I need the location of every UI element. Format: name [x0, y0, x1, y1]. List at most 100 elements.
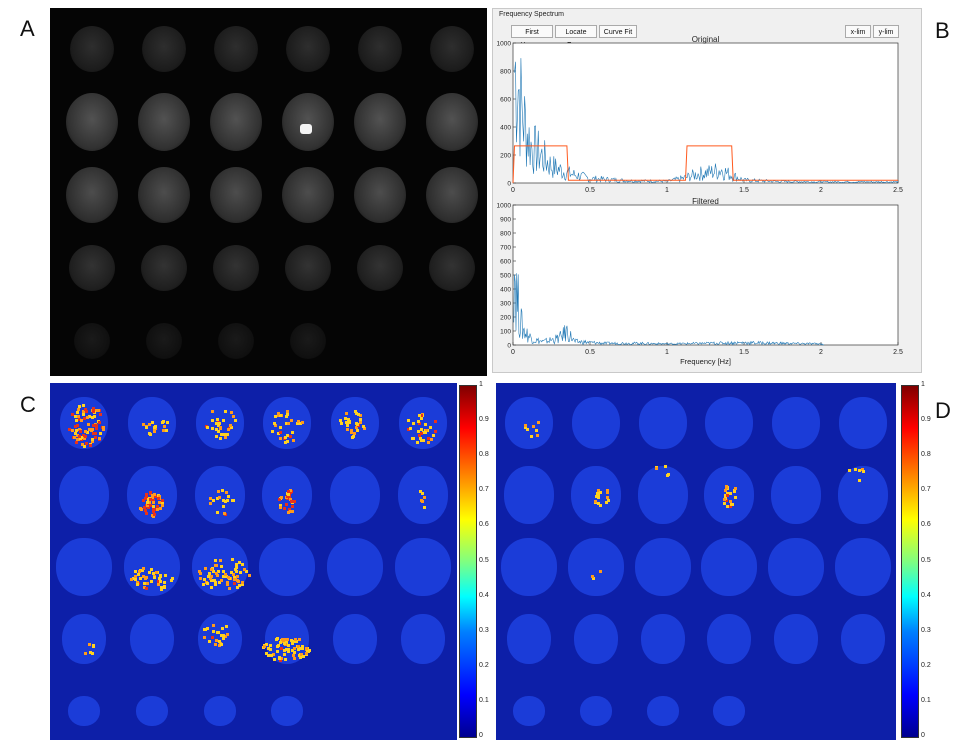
brain-slice	[259, 538, 316, 596]
activation-voxel	[222, 499, 226, 503]
activation-voxel	[292, 500, 296, 504]
activation-voxel	[161, 420, 165, 424]
activation-voxel	[212, 578, 216, 582]
activation-voxel	[349, 430, 353, 434]
activation-voxel	[153, 508, 157, 512]
x-lim-button[interactable]: x-lim	[845, 25, 871, 38]
activation-voxel	[72, 435, 76, 439]
activation-voxel	[338, 419, 342, 423]
activation-voxel	[264, 652, 268, 656]
activation-voxel	[223, 634, 227, 638]
frequency-spectrum-window: Frequency Spectrum First Harm... Locate …	[492, 8, 922, 373]
y-lim-button[interactable]: y-lim	[873, 25, 899, 38]
activation-voxel	[171, 576, 175, 580]
x-axis-label: Frequency [Hz]	[680, 357, 731, 366]
activation-voxel	[164, 573, 168, 577]
activation-voxel	[345, 423, 349, 427]
brain-slice	[430, 25, 474, 72]
activation-voxel	[725, 505, 729, 509]
activation-map-c	[50, 383, 457, 740]
activation-voxel	[725, 498, 729, 502]
colorbar-tick-label: 0.1	[921, 696, 931, 704]
activation-voxel	[226, 499, 230, 503]
activation-voxel	[135, 580, 139, 584]
activation-voxel	[81, 412, 85, 416]
x-tick-label: 1.5	[739, 349, 749, 356]
colorbar-tick-label: 0.2	[921, 661, 931, 669]
activation-voxel	[217, 490, 221, 494]
activation-voxel	[160, 501, 164, 505]
activation-voxel	[214, 572, 218, 576]
activation-voxel	[417, 422, 421, 426]
activation-voxel	[419, 499, 423, 503]
activation-voxel	[225, 625, 229, 629]
activation-voxel	[152, 498, 156, 502]
activation-voxel	[158, 500, 162, 504]
activation-voxel	[857, 479, 861, 483]
activation-voxel	[285, 503, 289, 507]
activation-voxel	[233, 418, 237, 422]
brain-slice	[637, 466, 688, 524]
activation-voxel	[433, 429, 437, 433]
activation-voxel	[83, 417, 87, 421]
activation-voxel	[273, 415, 277, 419]
activation-voxel	[78, 429, 82, 433]
activation-voxel	[424, 430, 428, 434]
activation-voxel	[426, 440, 430, 444]
activation-voxel	[289, 639, 293, 643]
brain-slice	[61, 614, 106, 664]
activation-voxel	[156, 582, 160, 586]
activation-voxel	[67, 427, 71, 431]
activation-voxel	[88, 651, 92, 655]
activation-voxel	[91, 643, 95, 647]
brain-slice	[505, 397, 554, 449]
activation-voxel	[269, 653, 273, 657]
activation-voxel	[731, 502, 735, 506]
series-line-spectrum	[514, 58, 899, 184]
activation-voxel	[98, 420, 102, 424]
activation-voxel	[247, 574, 251, 578]
activation-voxel	[222, 433, 226, 437]
plot-axes	[512, 42, 899, 184]
activation-voxel	[215, 564, 219, 568]
activation-voxel	[90, 652, 94, 656]
brain-slice	[70, 25, 114, 72]
series-line-fit	[512, 145, 898, 184]
activation-voxel	[220, 643, 224, 647]
activation-voxel	[344, 416, 348, 420]
activation-voxel	[223, 512, 227, 516]
activation-voxel	[85, 441, 89, 445]
activation-voxel	[74, 431, 78, 435]
y-tick-label: 0	[507, 181, 511, 188]
brain-slice	[580, 696, 612, 726]
activation-voxel	[407, 428, 411, 432]
activation-voxel	[596, 488, 600, 492]
y-tick-label: 400	[500, 287, 511, 294]
activation-voxel	[153, 492, 157, 496]
activation-voxel	[285, 415, 289, 419]
activation-voxel	[236, 579, 240, 583]
brain-slice	[210, 166, 262, 223]
activation-voxel	[354, 411, 358, 415]
y-tick-label: 400	[500, 125, 511, 132]
colorbar-tick-label: 0.8	[479, 451, 489, 459]
colorbar-tick-label: 0.6	[921, 521, 931, 529]
activation-voxel	[213, 642, 217, 646]
brain-slice	[330, 466, 381, 524]
activation-voxel	[144, 509, 148, 513]
activation-voxel	[148, 504, 152, 508]
activation-voxel	[155, 504, 159, 508]
colorbar-tick-label: 0.4	[479, 591, 489, 599]
colorbar-tick-label: 0.4	[921, 591, 931, 599]
activation-voxel	[422, 495, 426, 499]
activation-voxel	[287, 492, 291, 496]
brain-slice	[840, 614, 885, 664]
activation-voxel	[224, 499, 228, 503]
curve-fit-button[interactable]: Curve Fit	[599, 25, 637, 38]
activation-voxel	[285, 413, 289, 417]
activation-voxel	[224, 574, 228, 578]
activation-voxel	[74, 424, 78, 428]
activation-voxel	[211, 409, 215, 413]
activation-voxel	[428, 425, 432, 429]
activation-voxel	[279, 436, 283, 440]
